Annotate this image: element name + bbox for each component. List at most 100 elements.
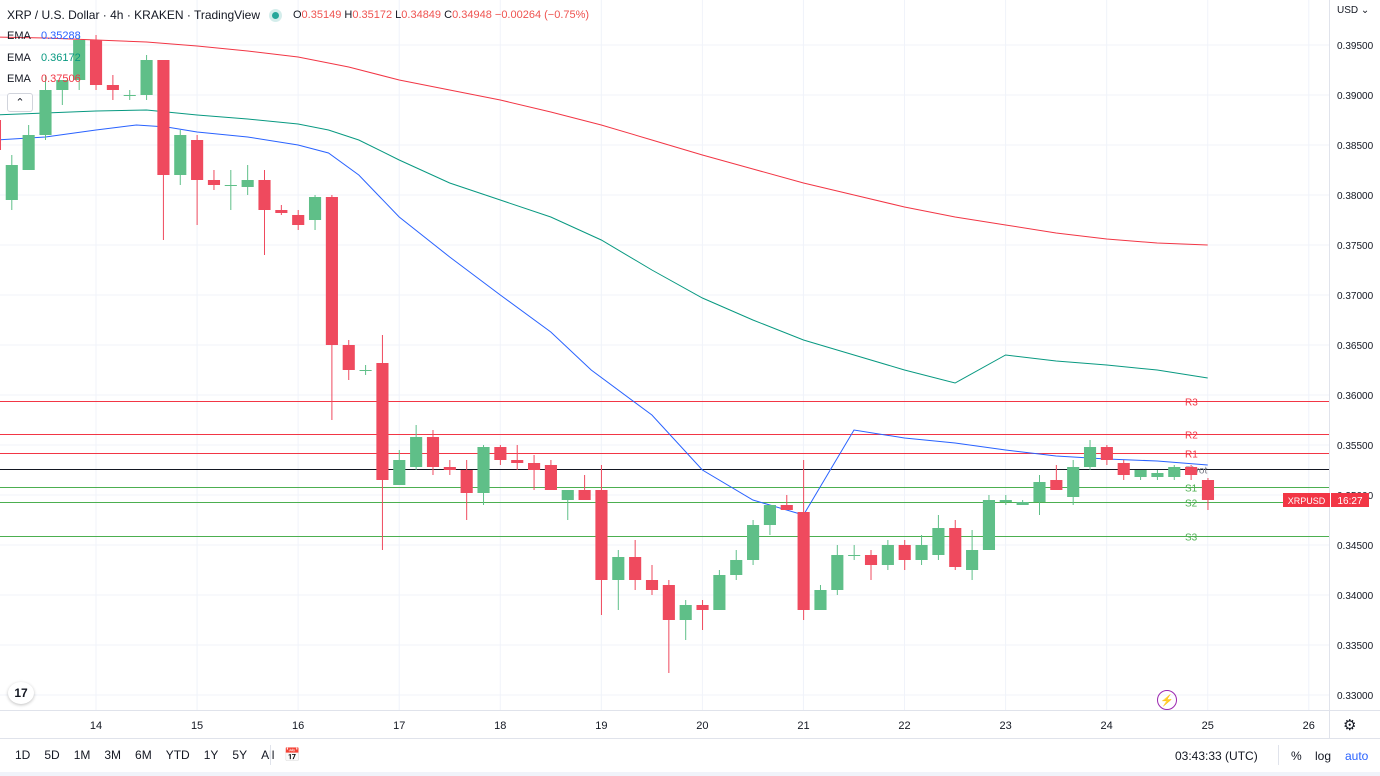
ema-legend-3[interactable]: EMA 0.37506: [7, 73, 81, 85]
time-tick-label: 23: [999, 720, 1011, 732]
candle-body: [56, 80, 69, 90]
range-1m-button[interactable]: 1M: [73, 748, 91, 762]
candle-body: [966, 550, 979, 570]
candle-body: [730, 560, 743, 575]
high-label: H: [344, 9, 353, 21]
candle-body: [207, 180, 221, 185]
candle-body: [881, 545, 894, 565]
symbol-title[interactable]: XRP / U.S. Dollar · 4h · KRAKEN · Tradin…: [7, 8, 260, 22]
toolbar-divider: [1278, 745, 1279, 765]
price-tick-label: 0.39500: [1337, 41, 1374, 52]
price-chart[interactable]: R3R2R1PivotS1S2S3 0.395000.390000.385000…: [0, 0, 1380, 738]
last-price-symbol-box: [1283, 493, 1330, 507]
logo-text: 17: [14, 686, 28, 700]
candle-body: [241, 180, 254, 187]
candle-body: [915, 545, 928, 560]
candle-body: [747, 525, 760, 560]
candle-body: [831, 555, 844, 590]
collapse-legend-button[interactable]: ⌃: [7, 93, 33, 112]
currency-selector[interactable]: USD ⌄: [1337, 5, 1369, 16]
utc-clock[interactable]: 03:43:33 (UTC): [1175, 749, 1258, 763]
candle-body: [157, 60, 170, 175]
range-1y-button[interactable]: 1Y: [203, 748, 219, 762]
last-price-symbol: XRPUSD: [1288, 496, 1326, 506]
candle-body: [999, 500, 1012, 502]
low-label: L: [395, 9, 402, 21]
candle-body: [393, 460, 406, 485]
ema-legend-2[interactable]: EMA 0.36172: [7, 52, 81, 64]
time-tick-label: 19: [595, 720, 607, 732]
high-value: 0.35172: [352, 9, 393, 21]
range-3m-button[interactable]: 3M: [104, 748, 122, 762]
last-price-timer: 16:27: [1337, 496, 1362, 507]
market-status-icon: [271, 11, 279, 19]
candle-body: [1083, 447, 1097, 467]
candle-body: [174, 135, 187, 175]
ohlc-values: O0.35149 H0.35172 L0.34849 C0.34948 −0.0…: [293, 9, 589, 21]
chart-header: XRP / U.S. Dollar · 4h · KRAKEN · Tradin…: [7, 8, 589, 22]
candle-body: [1201, 480, 1215, 500]
pivot-level-label: R3: [1185, 398, 1198, 409]
candle-body: [325, 197, 338, 345]
range-5d-button[interactable]: 5D: [44, 748, 60, 762]
time-tick-label: 20: [696, 720, 708, 732]
time-tick-label: 21: [797, 720, 809, 732]
candle-body: [89, 40, 103, 85]
candle-body: [0, 120, 2, 150]
ema-line: [0, 124, 1208, 516]
candle-body: [528, 463, 541, 470]
range-5y-button[interactable]: 5Y: [232, 748, 248, 762]
ema-value: 0.37506: [41, 73, 81, 85]
candle-body: [1016, 502, 1029, 505]
log-scale-button[interactable]: log: [1315, 749, 1332, 763]
candle-body: [898, 545, 911, 560]
tradingview-logo-icon[interactable]: 17: [8, 682, 34, 704]
range-1d-button[interactable]: 1D: [15, 748, 31, 762]
candle-body: [1168, 467, 1181, 477]
pivot-level-label: S2: [1185, 499, 1198, 510]
open-value: 0.35149: [301, 9, 342, 21]
candle-body: [39, 90, 52, 135]
candle-body: [292, 215, 305, 225]
price-tick-label: 0.38500: [1337, 141, 1374, 152]
candle-body: [426, 437, 440, 467]
candle-body: [477, 447, 490, 493]
candle-body: [494, 447, 507, 460]
price-tick-label: 0.35500: [1337, 441, 1374, 452]
last-price-tag: XRPUSD 16:27: [1283, 493, 1369, 507]
change-value: −0.00264 (−0.75%): [494, 9, 590, 21]
range-6m-button[interactable]: 6M: [135, 748, 152, 762]
ema-label: EMA: [7, 30, 31, 42]
gear-icon[interactable]: ⚙: [1343, 717, 1357, 734]
range-ytd-button[interactable]: YTD: [165, 748, 190, 762]
candle-body: [5, 165, 18, 200]
candle-body: [376, 363, 389, 480]
candle-body: [191, 140, 204, 180]
price-tick-label: 0.37000: [1337, 291, 1374, 302]
calendar-range-icon[interactable]: 📅: [284, 747, 301, 762]
candle-body: [814, 590, 827, 610]
time-tick-label: 25: [1202, 720, 1214, 732]
range-all-button[interactable]: All: [261, 748, 275, 762]
grid-lines: [0, 0, 1329, 710]
candle-body: [949, 528, 962, 567]
price-axis[interactable]: 0.39500 0.39000 0.38500 0.38000 0.37500 0.370…: [1337, 41, 1374, 702]
candle-body: [140, 60, 153, 95]
candle-body: [1185, 467, 1198, 475]
ema-legend-1[interactable]: EMA 0.35288: [7, 30, 81, 42]
currency-label: USD: [1337, 5, 1359, 16]
time-axis[interactable]: 14 15 16 17 18 19 20 21 22 23 24 25 26: [90, 720, 1315, 732]
candle-body: [1134, 470, 1147, 477]
chevron-down-icon: ⌄: [1360, 5, 1370, 16]
candle-body: [511, 460, 524, 463]
time-tick-label: 22: [898, 720, 910, 732]
candle-body: [308, 197, 322, 220]
ema-lines: [0, 36, 1208, 516]
last-price-timer-box: [1331, 493, 1369, 507]
candle-body: [544, 465, 557, 490]
auto-scale-button[interactable]: auto: [1345, 749, 1369, 763]
candle-body: [713, 575, 726, 610]
close-value: 0.34948: [452, 9, 492, 21]
flash-icon[interactable]: ⚡: [1157, 690, 1177, 710]
percent-scale-button[interactable]: %: [1291, 749, 1302, 763]
